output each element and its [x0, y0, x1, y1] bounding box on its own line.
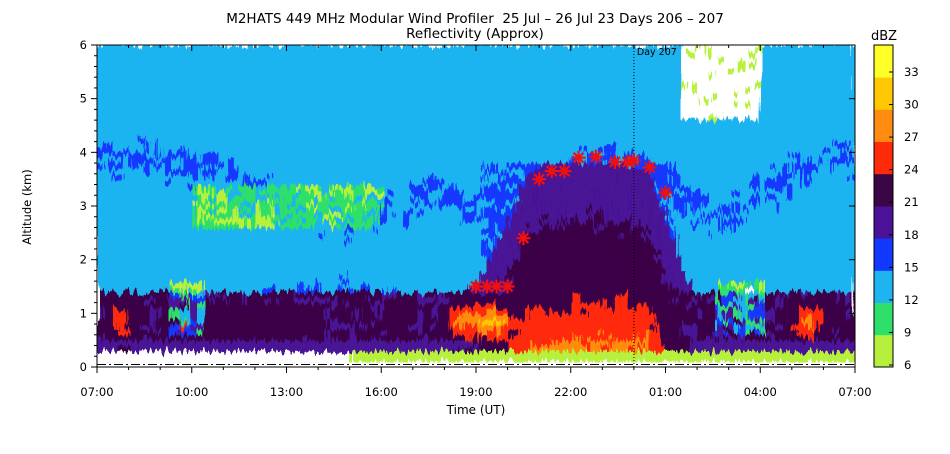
- chart-subtitle: Reflectivity (Approx): [406, 26, 544, 42]
- cloud-top-marker: [557, 164, 571, 178]
- x-tick-label: 07:00: [80, 385, 113, 399]
- x-axis-label: Time (UT): [446, 403, 506, 417]
- x-tick-label: 10:00: [175, 385, 208, 399]
- y-tick-label: 3: [80, 199, 87, 213]
- y-tick-label: 2: [80, 253, 87, 267]
- y-tick-label: 5: [80, 92, 87, 106]
- colorbar-segment: [874, 303, 893, 336]
- cloud-top-marker: [608, 155, 622, 169]
- colorbar-segment: [874, 206, 893, 239]
- cloud-top-marker: [643, 160, 657, 174]
- y-tick-label: 4: [80, 145, 87, 159]
- colorbar-label: 30: [904, 98, 919, 112]
- colorbar-label: 6: [904, 358, 911, 372]
- colorbar-label: 9: [904, 325, 911, 339]
- colorbar-label: 33: [904, 65, 919, 79]
- cloud-top-marker: [501, 280, 515, 294]
- y-tick-label: 6: [80, 38, 87, 52]
- x-tick-label: 22:00: [554, 385, 587, 399]
- colorbar-segment: [874, 174, 893, 207]
- chart-title: M2HATS 449 MHz Modular Wind Profiler 25 …: [226, 11, 724, 27]
- colorbar-label: 21: [904, 195, 919, 209]
- reflectivity-field: [97, 45, 856, 362]
- cloud-top-marker: [545, 164, 559, 178]
- colorbar-segment: [874, 45, 893, 78]
- day-marker-label: Day 207: [637, 47, 677, 58]
- y-tick-label: 1: [80, 306, 87, 320]
- cloud-top-marker: [532, 172, 546, 186]
- x-tick-label: 04:00: [744, 385, 777, 399]
- x-tick-label: 16:00: [365, 385, 398, 399]
- cloud-top-marker: [589, 150, 603, 164]
- y-tick-label: 0: [80, 360, 87, 374]
- y-axis-label: Altitude (km): [20, 169, 34, 244]
- x-tick-label: 19:00: [459, 385, 492, 399]
- cloud-top-marker: [572, 151, 586, 165]
- colorbar: dBZ 33 30 27 24 21 18 15 12 9 6: [871, 29, 919, 372]
- colorbar-segment: [874, 270, 893, 303]
- colorbar-label: 15: [904, 260, 919, 274]
- cloud-top-marker: [516, 231, 530, 245]
- colorbar-segment: [874, 238, 893, 271]
- colorbar-label: 27: [904, 130, 919, 144]
- x-tick-label: 01:00: [649, 385, 682, 399]
- colorbar-segment: [874, 335, 893, 368]
- colorbar-unit: dBZ: [871, 29, 897, 44]
- x-tick-label: 13:00: [270, 385, 303, 399]
- colorbar-label: 18: [904, 228, 919, 242]
- x-tick-label: 07:00: [838, 385, 871, 399]
- colorbar-label: 24: [904, 163, 919, 177]
- cloud-top-marker: [659, 186, 673, 200]
- cloud-top-marker: [627, 153, 641, 167]
- colorbar-label: 12: [904, 293, 919, 307]
